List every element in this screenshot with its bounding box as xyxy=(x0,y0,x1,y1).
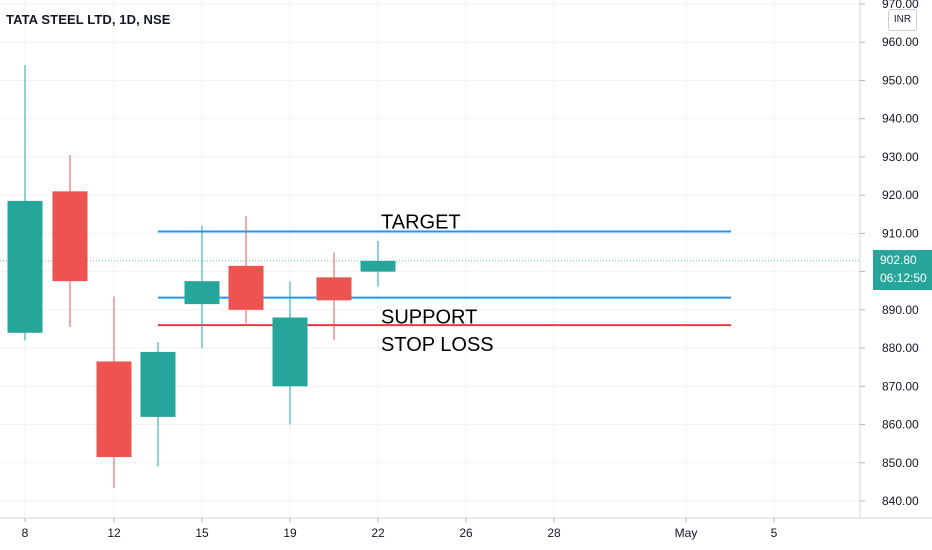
last-price-value: 902.80 xyxy=(880,253,917,267)
support-label: SUPPORT xyxy=(381,307,477,329)
y-tick-label: 960.00 xyxy=(882,35,919,49)
last-price-tag: 902.80 06:12:50 xyxy=(873,250,932,290)
y-tick-label: 910.00 xyxy=(882,226,919,240)
y-tick-label: 840.00 xyxy=(882,494,919,508)
y-tick-label: 970.00 xyxy=(882,0,919,11)
candle-up xyxy=(7,65,43,341)
y-tick-label: 850.00 xyxy=(882,456,919,470)
candle-down xyxy=(228,216,264,324)
x-tick-label: 19 xyxy=(283,526,297,540)
candle-body xyxy=(228,265,264,310)
candle-body xyxy=(360,260,396,272)
x-tick-label: 22 xyxy=(371,526,385,540)
candle-up xyxy=(360,241,396,287)
x-tick-label: 5 xyxy=(771,526,778,540)
candle-body xyxy=(52,191,88,282)
y-tick-label: 880.00 xyxy=(882,341,919,355)
candle-body xyxy=(316,277,352,301)
candle-body xyxy=(272,317,308,387)
chart-title: TATA STEEL LTD, 1D, NSE xyxy=(6,12,171,27)
y-tick-label: 890.00 xyxy=(882,303,919,317)
y-tick-label: 860.00 xyxy=(882,418,919,432)
candles xyxy=(7,65,396,488)
currency-button[interactable]: INR xyxy=(888,9,917,31)
candle-body xyxy=(7,200,43,333)
candle-up xyxy=(140,342,176,467)
candle-down xyxy=(316,252,352,341)
target-label: TARGET xyxy=(381,211,461,233)
candle-down xyxy=(96,296,132,488)
candle-body xyxy=(96,361,132,458)
stop-loss-label: STOP LOSS xyxy=(381,334,494,356)
candle-up xyxy=(184,225,220,349)
x-tick-label: 28 xyxy=(547,526,561,540)
y-tick-label: 950.00 xyxy=(882,73,919,87)
candle-down xyxy=(52,155,88,328)
x-tick-label: 15 xyxy=(195,526,209,540)
y-tick-label: 870.00 xyxy=(882,379,919,393)
y-tick-label: 920.00 xyxy=(882,188,919,202)
x-tick-label: 26 xyxy=(459,526,473,540)
grid-lines xyxy=(0,0,860,518)
level-lines: TARGET SUPPORT STOP LOSS xyxy=(0,211,860,356)
y-tick-label: 930.00 xyxy=(882,150,919,164)
countdown-timer: 06:12:50 xyxy=(880,271,927,285)
candle-up xyxy=(272,281,308,425)
y-tick-label: 940.00 xyxy=(882,112,919,126)
x-tick-label: 8 xyxy=(22,526,29,540)
x-tick-label: May xyxy=(675,526,698,540)
candle-body xyxy=(184,281,220,305)
candle-body xyxy=(140,351,176,417)
x-tick-label: 12 xyxy=(107,526,121,540)
